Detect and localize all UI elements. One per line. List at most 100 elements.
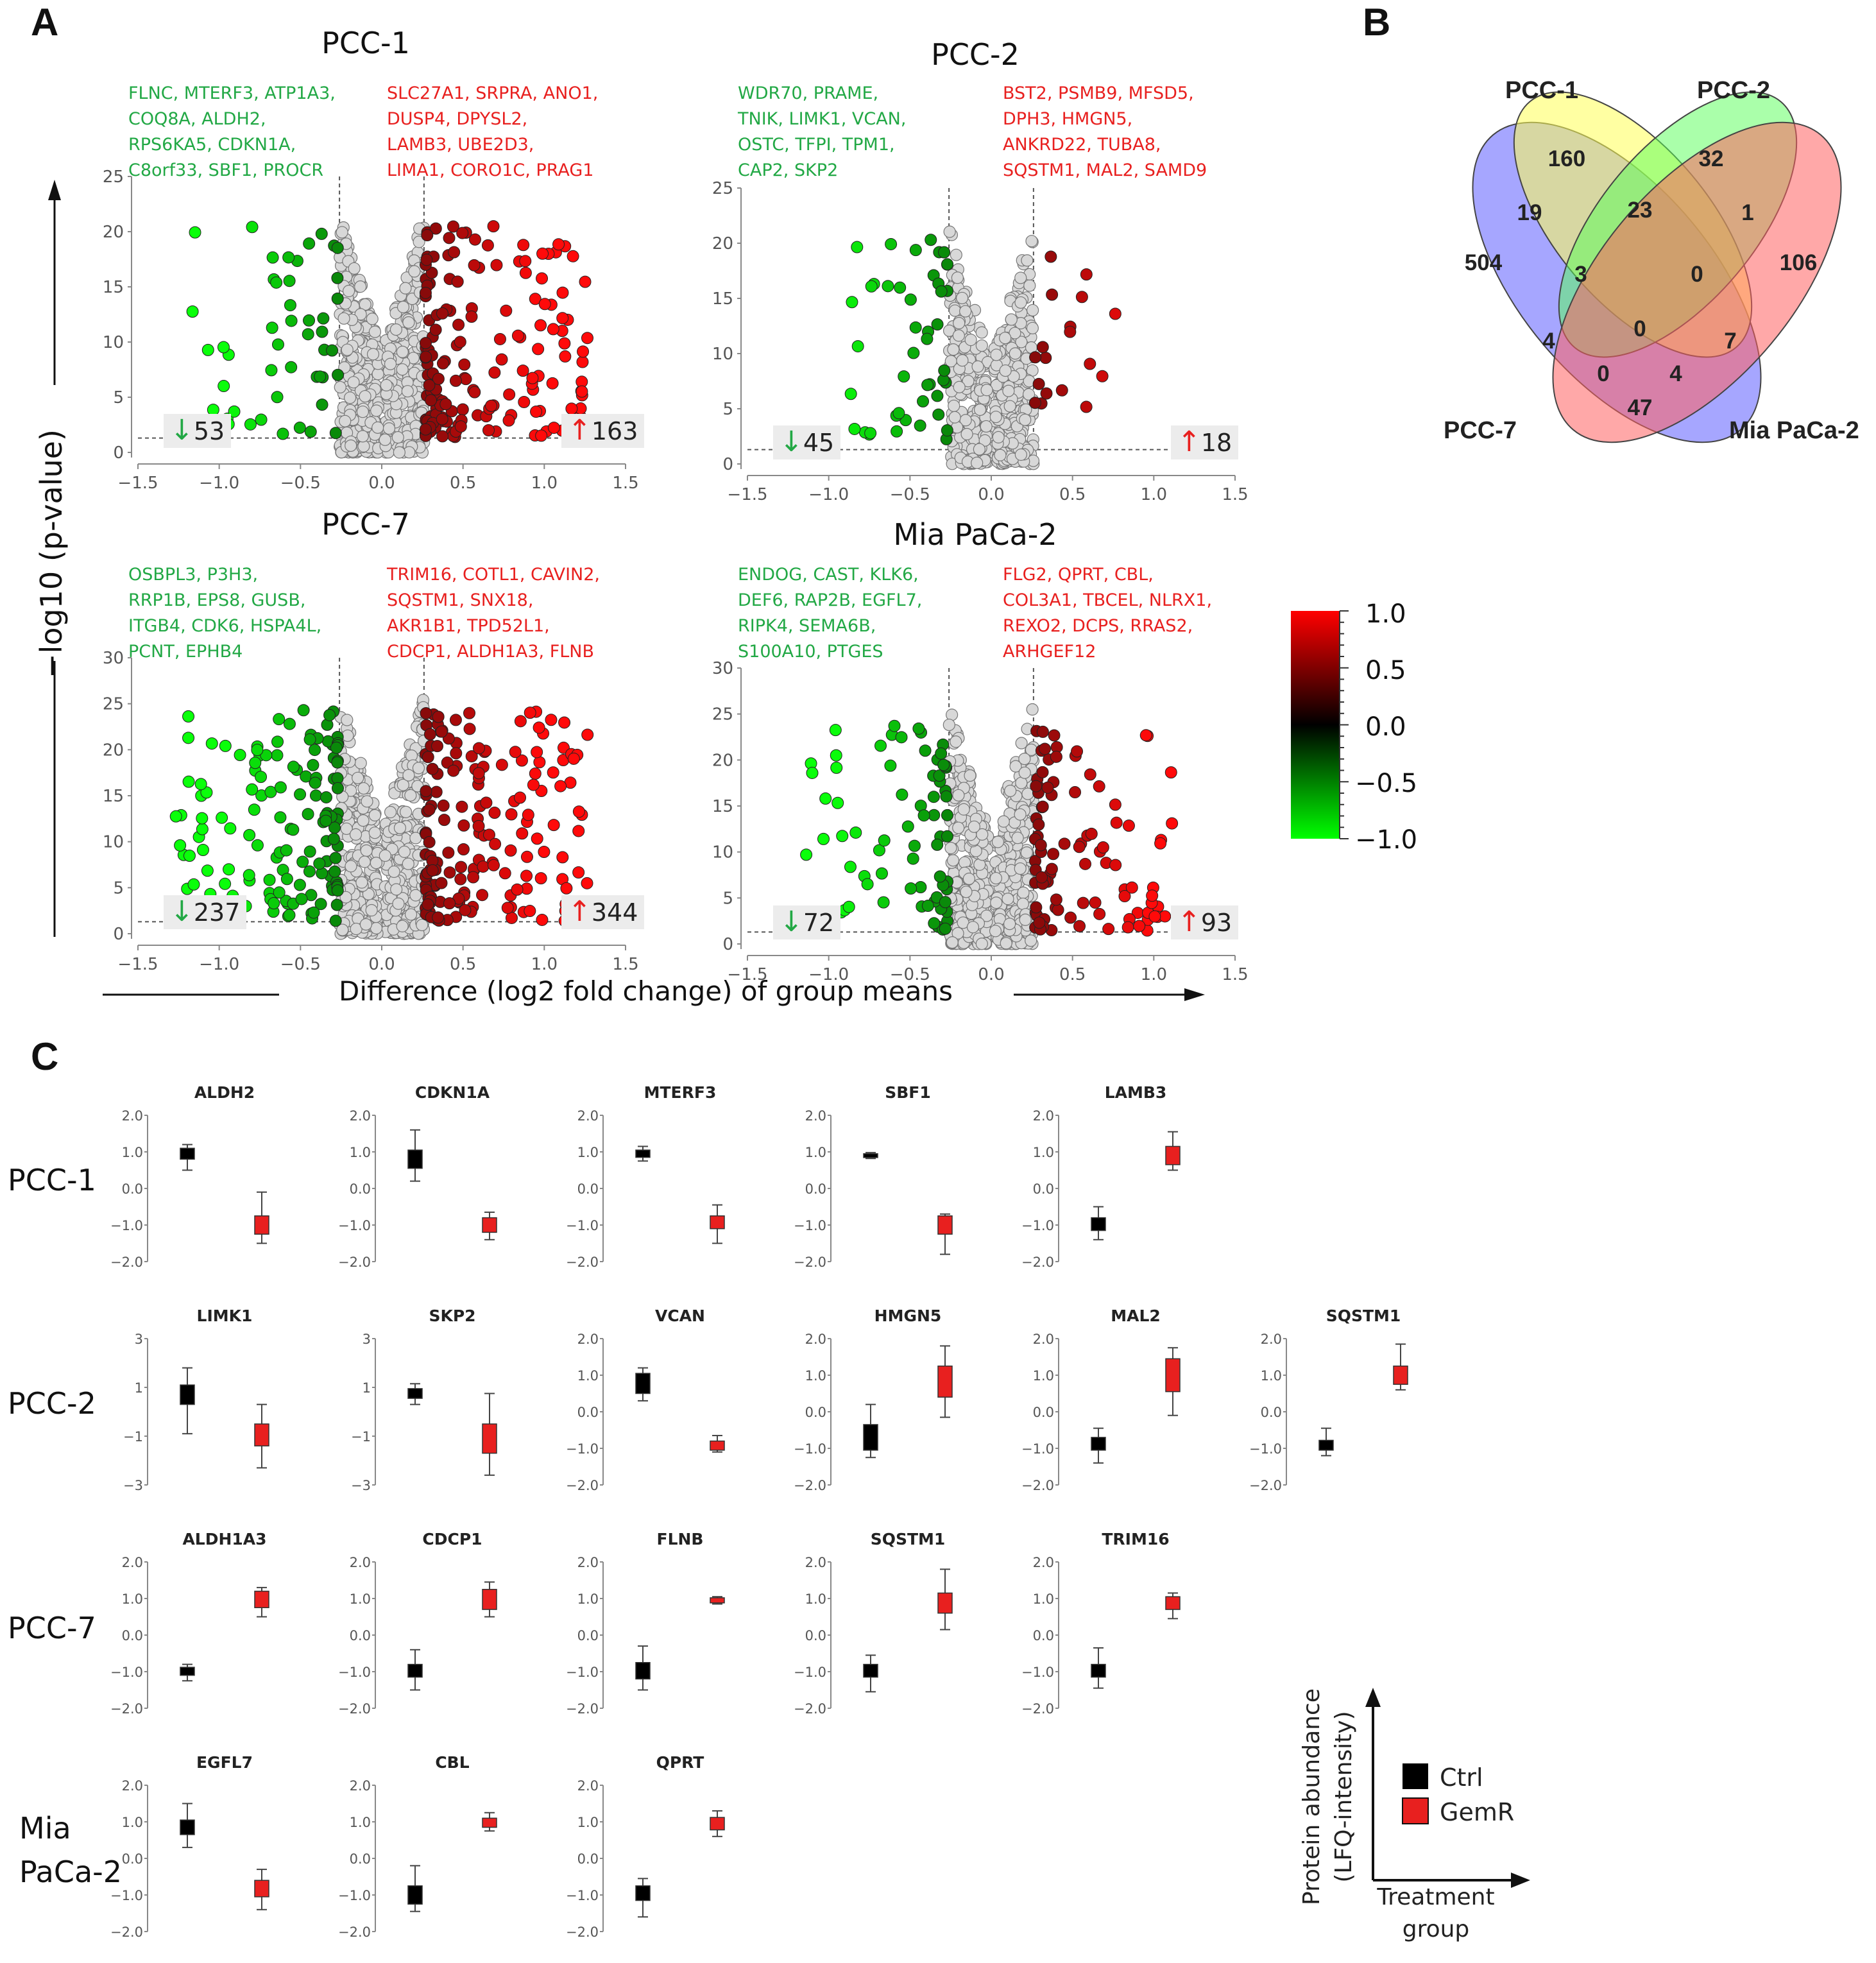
point-up — [489, 837, 502, 850]
point-ns — [948, 411, 961, 424]
x-tick-label: 0.0 — [978, 965, 1004, 984]
point-up — [556, 312, 569, 325]
point-ns — [343, 284, 355, 298]
y-tick-label: 2.0 — [350, 1108, 371, 1124]
y-tick-label: 20 — [103, 741, 124, 760]
point-down — [908, 839, 921, 852]
point-up — [436, 413, 448, 425]
y-tick-label: 5 — [113, 388, 124, 407]
point-ns — [371, 368, 384, 381]
point-ns — [341, 729, 354, 742]
point-ns — [347, 376, 360, 389]
point-down — [938, 246, 951, 259]
point-up — [1058, 837, 1071, 850]
point-up — [558, 337, 571, 350]
y-tick-label: 2.0 — [577, 1332, 599, 1347]
boxplot: 2.0 1.0 0.0 −1.0 −2.0 — [794, 1555, 953, 1717]
point-up — [477, 860, 490, 873]
gemr-box — [1393, 1366, 1408, 1385]
gemr-box — [710, 1597, 725, 1604]
point-up — [1071, 745, 1084, 758]
point-down — [941, 809, 953, 821]
x-tick-label: 0.5 — [450, 474, 476, 493]
point-ns — [971, 360, 984, 373]
venn-count: 4 — [1669, 361, 1682, 386]
volcano-up-genes: BST2, PSMB9, MFSD5, DPH3, HMGN5, ANKRD22,… — [1003, 83, 1207, 180]
legend-x-label: Treatment group — [1377, 1884, 1495, 1942]
volcano-y-arrow — [48, 180, 61, 937]
x-tick-label: −1.0 — [199, 955, 239, 974]
point-down — [302, 808, 314, 821]
point-up — [435, 725, 448, 738]
point-ns — [944, 841, 957, 855]
point-down — [939, 922, 951, 935]
point-up — [581, 728, 594, 741]
point-up — [514, 791, 527, 804]
point-down — [800, 848, 813, 861]
y-tick-label: −1.0 — [794, 1665, 826, 1680]
point-down — [266, 251, 279, 264]
point-down — [323, 708, 336, 721]
gemr-box — [1165, 1145, 1181, 1165]
point-up — [452, 318, 465, 331]
boxplot: 2.0 1.0 0.0 −1.0 −2.0 — [110, 1108, 269, 1270]
y-tick-label: 0.0 — [577, 1181, 599, 1197]
boxplot: 2.0 1.0 0.0 −1.0 −2.0 — [1249, 1332, 1408, 1493]
y-tick-label: 20 — [712, 234, 733, 253]
point-down — [912, 722, 925, 735]
y-tick-label: 10 — [712, 345, 733, 364]
venn-label-pcc2: PCC-2 — [1697, 77, 1771, 104]
point-down — [277, 427, 289, 440]
point-down — [331, 241, 344, 254]
point-down — [303, 314, 316, 327]
point-ns — [959, 305, 972, 318]
y-tick-label: 1.0 — [577, 1815, 599, 1830]
ctrl-box — [1091, 1663, 1106, 1678]
y-tick-label: 3 — [135, 1332, 143, 1347]
ctrl-box — [635, 1149, 651, 1158]
point-up — [572, 805, 585, 818]
gemr-box — [937, 1366, 953, 1398]
point-ns — [950, 735, 962, 748]
boxplot: 2.0 1.0 0.0 −1.0 −2.0 — [794, 1108, 953, 1270]
point-up — [438, 814, 450, 827]
y-tick-label: 2.0 — [805, 1108, 826, 1124]
point-ns — [399, 282, 412, 295]
point-up — [536, 247, 549, 260]
point-ns — [1015, 737, 1028, 750]
point-ns — [1009, 347, 1021, 360]
point-up — [572, 866, 585, 879]
y-tick-label: −2.0 — [338, 1255, 371, 1270]
point-down — [921, 900, 934, 913]
boxplot: 2.0 1.0 0.0 −1.0 −2.0 — [566, 1332, 725, 1493]
point-up — [529, 767, 541, 780]
point-ns — [388, 865, 400, 879]
point-down — [243, 828, 256, 841]
point-down — [316, 325, 328, 338]
point-up — [519, 255, 532, 268]
point-ns — [952, 329, 965, 342]
point-down — [848, 422, 861, 435]
point-ns — [951, 271, 964, 284]
point-up — [516, 827, 529, 840]
gemr-box — [937, 1592, 953, 1614]
point-up — [526, 372, 539, 384]
point-ns — [341, 714, 354, 726]
row-label-pcc2: PCC-2 — [8, 1386, 96, 1421]
point-up — [515, 754, 528, 767]
point-up — [423, 803, 436, 816]
gemr-box — [937, 1215, 953, 1235]
point-up — [1121, 921, 1134, 934]
point-up — [519, 266, 532, 279]
point-up — [432, 372, 445, 385]
point-up — [482, 424, 495, 436]
x-tick-label: −1.0 — [808, 965, 849, 984]
y-tick-label: 2.0 — [1033, 1108, 1054, 1124]
ctrl-box — [863, 1663, 878, 1678]
point-down — [331, 756, 344, 769]
point-up — [559, 350, 572, 363]
point-up — [463, 723, 476, 735]
point-up — [467, 871, 480, 884]
point-ns — [978, 434, 991, 447]
venn-label-mia: Mia PaCa-2 — [1729, 417, 1859, 444]
